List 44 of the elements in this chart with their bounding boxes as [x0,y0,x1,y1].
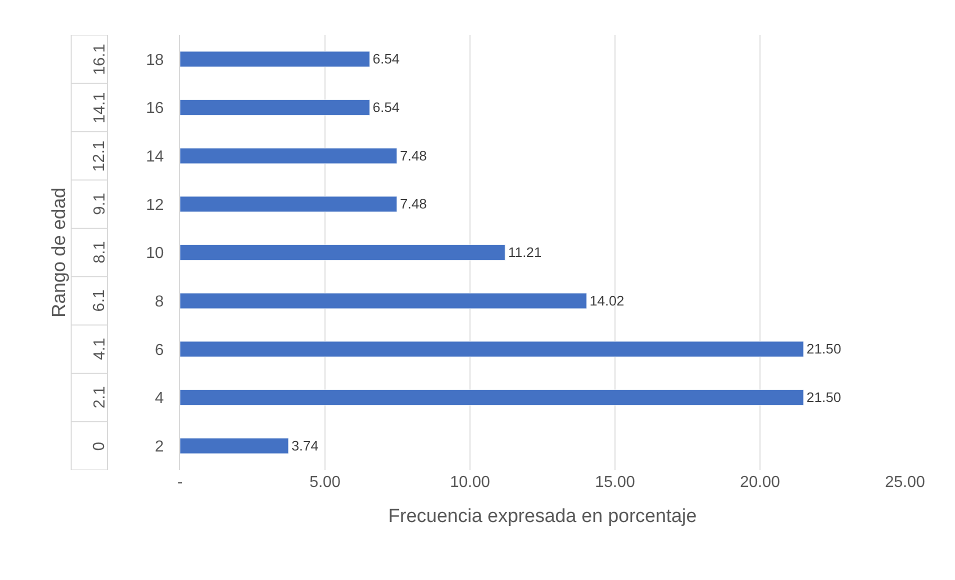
y-tick-label: 16 [146,100,164,118]
text: 12.1 [91,140,108,172]
x-tick-label: 5.00 [309,474,341,491]
x-axis-title: Frecuencia expresada en porcentaje [388,506,697,527]
bar [180,100,370,116]
data-label: 7.48 [400,147,428,164]
y-tick-label: 4 [154,390,164,408]
text: 8.1 [91,241,108,264]
x-tick-label: - [177,474,183,491]
bar [180,390,804,406]
x-tick-label: 15.00 [594,474,636,491]
data-label: 21.50 [806,388,842,405]
bar [180,244,506,260]
bar [180,438,289,454]
y-axis-title: Rango de edad [48,188,70,318]
y-tick-label: 6 [154,342,164,359]
x-tick-label: 25.00 [884,474,926,491]
data-label: 6.54 [372,50,400,67]
y-tick-label: 14 [146,148,164,166]
text: 4.1 [92,338,109,360]
y-tick-label: 18 [146,52,164,69]
bar [180,292,587,309]
bar [180,51,370,68]
y-tick-label: 8 [154,293,164,310]
bar [180,196,398,212]
y-tick-label: 12 [146,196,164,214]
bar [180,341,804,358]
data-label: 14.02 [590,292,624,308]
data-label: 7.48 [400,196,428,212]
text: 6.1 [91,289,108,312]
data-label: 6.54 [372,98,400,115]
data-label: 3.74 [291,437,319,454]
x-tick-label: 20.00 [740,474,780,491]
text: 9.1 [92,192,109,216]
text: 2.1 [91,386,108,408]
y-tick-label: 2 [154,438,164,456]
data-label: 11.21 [508,244,542,260]
data-label: 21.50 [806,340,842,357]
y-tick-label: 10 [146,245,164,262]
text: 16.1 [92,44,109,76]
text: 14.1 [91,92,108,124]
bar [180,148,398,164]
text: 0 [91,442,108,451]
x-tick-label: 10.00 [450,474,490,491]
